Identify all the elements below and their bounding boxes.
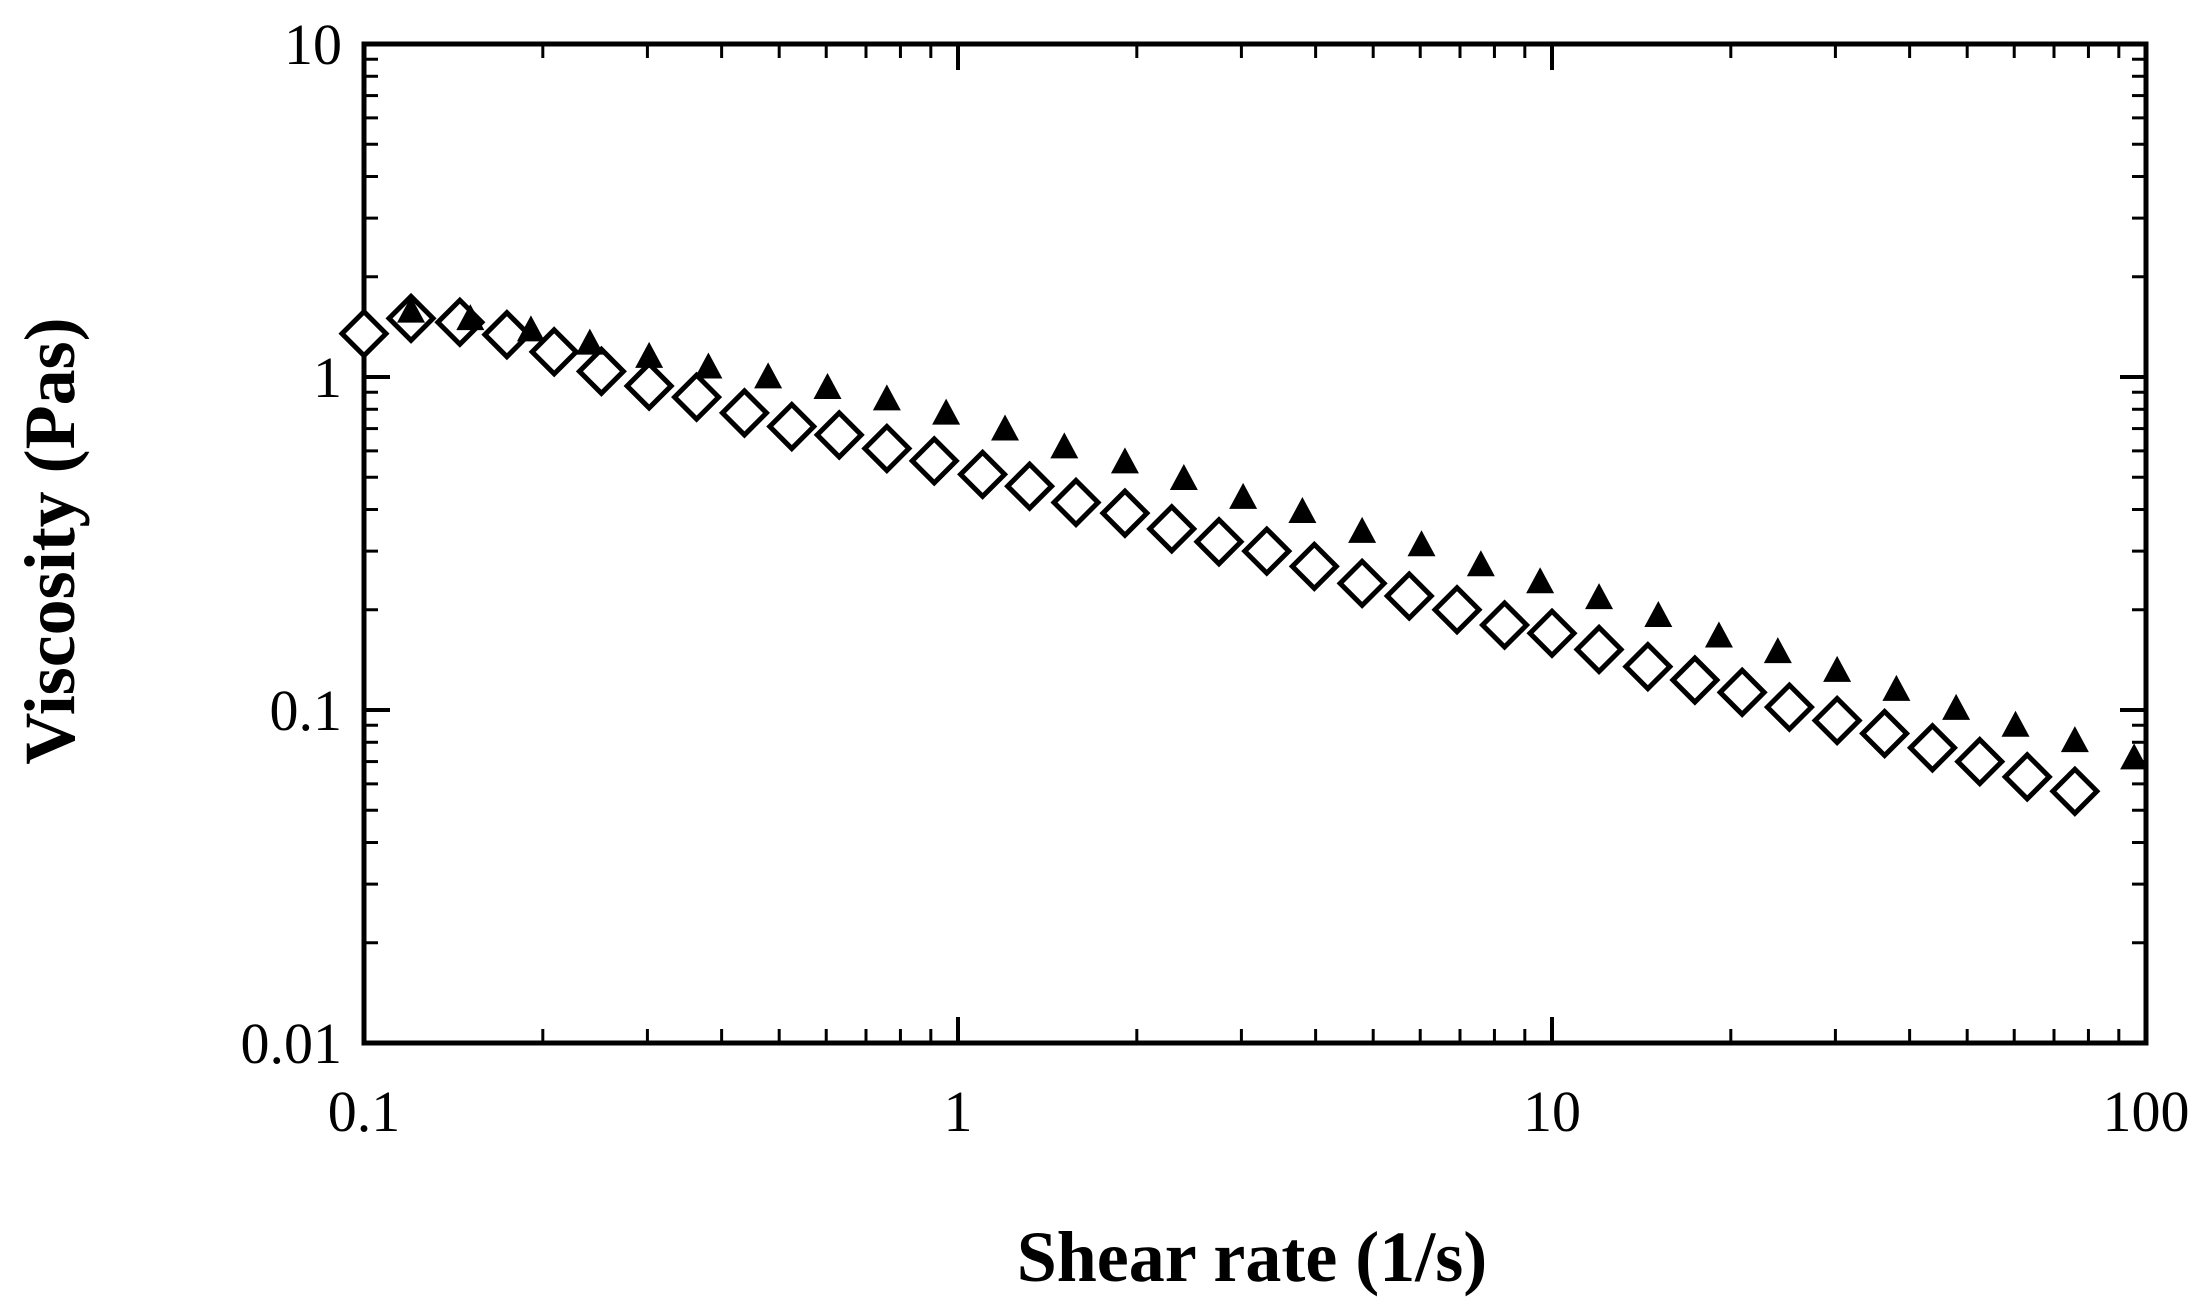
data-point-triangle bbox=[2120, 743, 2149, 770]
data-point-triangle bbox=[1704, 621, 1733, 648]
data-point-triangle bbox=[694, 352, 723, 379]
data-point-diamond bbox=[766, 400, 818, 453]
y-axis-title: Viscosity (Pas) bbox=[10, 317, 90, 764]
data-point-triangle bbox=[1882, 674, 1911, 701]
data-point-diamond bbox=[338, 308, 390, 360]
data-point-diamond bbox=[813, 409, 865, 461]
data-point-diamond bbox=[1716, 666, 1768, 718]
y-tick-label: 10 bbox=[284, 12, 342, 77]
data-point-diamond bbox=[1193, 516, 1245, 568]
data-point-diamond bbox=[1099, 487, 1151, 539]
y-tick-label: 0.1 bbox=[270, 678, 343, 743]
data-point-diamond bbox=[1431, 584, 1483, 636]
y-tick-labels: 0.01 0.1 1 10 bbox=[241, 12, 343, 1076]
data-point-triangle bbox=[1644, 601, 1673, 628]
y-tick-label: 0.01 bbox=[241, 1011, 343, 1076]
plot-border bbox=[361, 41, 2149, 1046]
data-point-triangle bbox=[1050, 432, 1079, 459]
data-point-triangle bbox=[1823, 655, 1852, 682]
data-point-triangle bbox=[991, 414, 1020, 441]
x-tick-label: 0.1 bbox=[328, 1079, 401, 1144]
data-point-diamond bbox=[1241, 525, 1293, 577]
data-point-diamond bbox=[1573, 623, 1625, 675]
data-point-diamond bbox=[671, 371, 723, 423]
data-point-triangle bbox=[456, 304, 485, 331]
x-major-ticks bbox=[362, 44, 2148, 1043]
data-point-diamond bbox=[908, 435, 960, 487]
data-point-diamond bbox=[1288, 540, 1340, 592]
data-point-triangle bbox=[1466, 550, 1495, 577]
data-point-triangle bbox=[754, 362, 783, 389]
data-point-triangle bbox=[1407, 530, 1436, 557]
plot-frame bbox=[361, 41, 2149, 1046]
data-point-triangle bbox=[872, 384, 901, 411]
y-tick-label: 1 bbox=[313, 345, 342, 410]
series-filled-triangle bbox=[397, 296, 2149, 770]
data-point-diamond bbox=[861, 422, 913, 475]
data-point-diamond bbox=[957, 448, 1009, 500]
data-point-diamond bbox=[1811, 694, 1863, 747]
x-tick-label: 100 bbox=[2103, 1079, 2190, 1144]
data-point-triangle bbox=[2001, 710, 2030, 737]
data-point-diamond bbox=[2001, 751, 2053, 803]
data-point-triangle bbox=[575, 328, 604, 355]
data-point-triangle bbox=[813, 372, 842, 399]
data-point-diamond bbox=[481, 309, 533, 361]
data-point-diamond bbox=[2049, 765, 2101, 817]
data-point-triangle bbox=[1288, 497, 1317, 524]
data-point-diamond bbox=[1763, 681, 1815, 733]
data-point-diamond bbox=[1906, 722, 1958, 774]
data-point-triangle bbox=[1942, 693, 1971, 720]
data-point-diamond bbox=[1336, 557, 1388, 609]
data-point-triangle bbox=[1763, 637, 1792, 664]
data-point-diamond bbox=[718, 387, 770, 439]
x-tick-labels: 0.1 1 10 100 bbox=[328, 1079, 2190, 1144]
series-open-diamond bbox=[338, 292, 2101, 817]
data-point-diamond bbox=[1479, 599, 1531, 651]
data-point-triangle bbox=[1526, 567, 1555, 594]
data-point-triangle bbox=[397, 296, 426, 323]
x-axis-title: Shear rate (1/s) bbox=[1017, 1217, 1488, 1297]
data-point-triangle bbox=[1229, 482, 1258, 509]
data-point-triangle bbox=[2060, 726, 2089, 753]
data-point-diamond bbox=[1954, 736, 2006, 788]
data-point-diamond bbox=[623, 360, 675, 412]
data-point-diamond bbox=[1383, 570, 1435, 622]
x-tick-label: 10 bbox=[1523, 1079, 1581, 1144]
y-minor-ticks bbox=[364, 57, 2146, 945]
data-point-triangle bbox=[1169, 464, 1198, 491]
data-point-triangle bbox=[1348, 516, 1377, 543]
y-major-ticks bbox=[364, 42, 2146, 1045]
data-point-triangle bbox=[1110, 447, 1139, 474]
data-point-triangle bbox=[1585, 583, 1614, 610]
data-point-triangle bbox=[516, 315, 545, 342]
data-point-triangle bbox=[635, 341, 664, 368]
data-point-diamond bbox=[1859, 707, 1911, 760]
data-point-diamond bbox=[1669, 654, 1721, 706]
x-minor-ticks bbox=[541, 44, 2121, 1043]
data-point-diamond bbox=[1622, 641, 1674, 693]
data-point-diamond bbox=[1050, 476, 1102, 528]
data-point-diamond bbox=[1146, 503, 1198, 555]
data-point-diamond bbox=[1004, 460, 1056, 512]
x-tick-label: 1 bbox=[944, 1079, 973, 1144]
data-point-triangle bbox=[932, 398, 961, 425]
data-point-diamond bbox=[1526, 607, 1578, 659]
data-point-diamond bbox=[575, 345, 627, 397]
